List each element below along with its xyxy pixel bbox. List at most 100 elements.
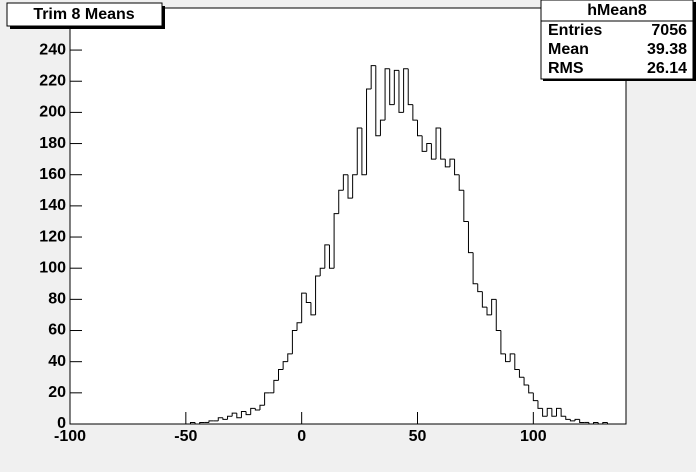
histogram-bin (551, 408, 557, 417)
histogram-bin (273, 379, 279, 393)
y-tick-label: 40 (48, 353, 66, 370)
histogram-bin (565, 416, 571, 420)
histogram-bin (426, 143, 432, 152)
stats-label: RMS (548, 60, 584, 77)
y-tick-label: 160 (39, 166, 66, 183)
histogram-bin (259, 404, 265, 410)
histogram-bin (333, 213, 339, 269)
histogram-bin (417, 120, 423, 137)
histogram-bin (491, 298, 497, 315)
histogram-bin (250, 407, 256, 415)
histogram-bin (556, 407, 562, 417)
histogram-bin (463, 190, 469, 222)
histogram-bin (384, 68, 390, 121)
histogram-bin (454, 159, 460, 176)
histogram-bin (458, 174, 464, 191)
histogram-bin (305, 293, 311, 303)
histogram-bin (217, 417, 223, 421)
histogram-bin (347, 174, 353, 199)
histogram-bin (477, 283, 483, 293)
x-tick-label: -50 (174, 428, 197, 445)
histogram-bin (597, 422, 603, 425)
plot-frame (69, 7, 627, 425)
histogram-bin (315, 275, 321, 315)
stats-label: Mean (548, 41, 589, 58)
histogram-bin (509, 353, 515, 362)
histogram-bin (398, 70, 404, 113)
histogram-bin (449, 158, 455, 167)
histogram-bin (328, 244, 335, 269)
histogram-bin (606, 422, 613, 425)
histogram-bin (227, 415, 233, 420)
histogram-bin (542, 408, 548, 417)
stats-value: 7056 (651, 22, 687, 39)
histogram-bin (407, 68, 413, 106)
histogram-bin (236, 413, 242, 419)
histogram-bin (199, 421, 205, 424)
histogram-bin (569, 419, 576, 422)
x-tick-label: 0 (297, 428, 306, 445)
histogram-bin (467, 221, 474, 254)
histogram-bin (194, 422, 200, 425)
histogram-bin (440, 127, 446, 160)
histogram-bin (361, 127, 367, 176)
histogram-bin (602, 421, 608, 424)
histogram-bin (352, 174, 358, 199)
histogram-bin (287, 353, 293, 362)
histogram-bin (324, 244, 330, 269)
histogram-bin (435, 127, 441, 160)
histogram-bin (222, 417, 228, 420)
histogram-bin (296, 322, 302, 331)
histogram-bin (342, 174, 348, 191)
stats-value: 39.38 (647, 41, 687, 58)
histogram-bin (231, 412, 237, 417)
y-tick-label: 240 (39, 41, 66, 58)
histogram-bin (254, 408, 260, 411)
stats-box (540, 0, 694, 80)
histogram-bin (500, 330, 506, 355)
histogram-bin (375, 65, 381, 137)
histogram-bin (366, 88, 372, 175)
stats-value: 26.14 (647, 60, 687, 77)
y-tick-label: 80 (48, 291, 66, 308)
histogram-bin (430, 143, 437, 160)
histogram-bin (393, 69, 399, 105)
histogram-bin (574, 418, 580, 421)
histogram-bin (356, 127, 362, 175)
histogram-bin (579, 419, 585, 423)
histogram-bin (301, 292, 307, 323)
histogram-bin (518, 369, 525, 378)
stats-name: hMean8 (587, 2, 647, 19)
histogram-bin (537, 400, 543, 409)
y-tick-label: 200 (39, 104, 66, 121)
histogram-bin (505, 353, 511, 363)
histogram-bin (319, 267, 325, 276)
histogram-bin (338, 189, 344, 214)
histogram-bin (588, 422, 594, 425)
histogram-bin (310, 302, 316, 316)
histogram-bin (240, 411, 247, 418)
histogram-bin (282, 361, 288, 370)
y-tick-label: 180 (39, 135, 66, 152)
histogram-bin (421, 135, 427, 152)
title-box (6, 2, 163, 27)
histogram-bin (444, 159, 450, 168)
x-tick-label: -100 (54, 428, 86, 445)
x-tick-label: 50 (409, 428, 427, 445)
histogram-bin (495, 299, 501, 332)
x-tick-label: 100 (520, 428, 547, 445)
histogram-bin (560, 408, 566, 417)
histogram-bin (389, 68, 395, 106)
histogram-bin (481, 291, 487, 308)
histogram-bin (379, 119, 386, 136)
y-tick-label: 0 (57, 415, 66, 432)
histogram-bin (528, 385, 534, 394)
histogram-bin (514, 353, 520, 370)
y-tick-label: 20 (48, 384, 66, 401)
histogram-bin (208, 420, 214, 423)
chart-title: Trim 8 Means (33, 6, 134, 23)
histogram-bin (486, 307, 492, 316)
histogram-bin (403, 68, 409, 113)
histogram-bin (291, 330, 298, 354)
